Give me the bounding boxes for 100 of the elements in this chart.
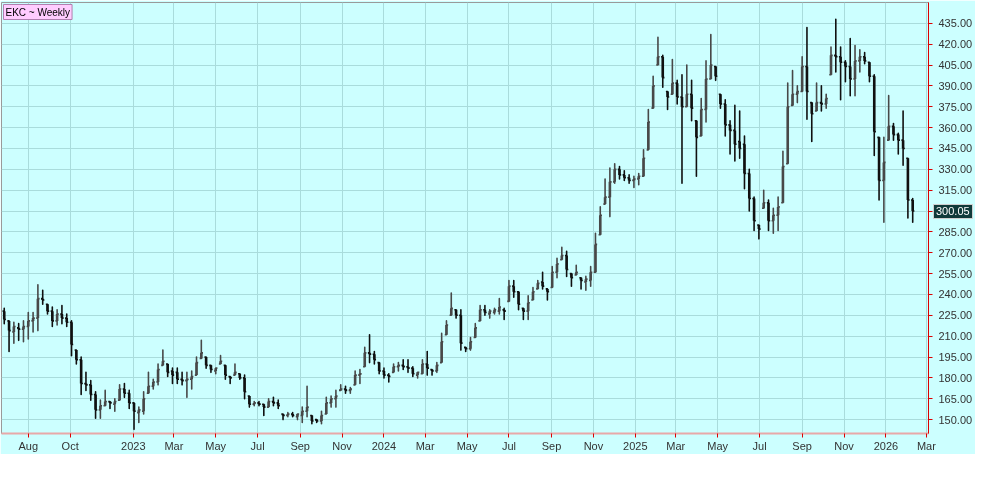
candlestick xyxy=(790,69,796,107)
x-tick-label: Jul xyxy=(752,439,767,452)
candlestick xyxy=(49,306,55,328)
candlestick xyxy=(97,399,103,420)
x-tick-label: 2025 xyxy=(623,439,648,452)
candlestick xyxy=(665,90,671,111)
y-tick-label: 285.00 xyxy=(938,225,973,238)
candlestick xyxy=(391,363,397,374)
y-tick-label: 150.00 xyxy=(938,413,973,426)
candlestick xyxy=(198,339,204,360)
candlestick xyxy=(645,108,651,151)
candlestick xyxy=(540,271,546,290)
candlestick xyxy=(246,395,252,408)
candlestick xyxy=(400,359,406,371)
candlestick xyxy=(886,94,892,141)
candlestick xyxy=(568,272,574,287)
candlestick xyxy=(472,322,478,339)
candlestick xyxy=(761,189,767,210)
candlestick xyxy=(362,346,368,368)
candlestick xyxy=(319,410,324,425)
candlestick xyxy=(785,82,791,165)
candlestick xyxy=(689,79,695,122)
candlestick xyxy=(294,413,300,421)
x-tick-label: May xyxy=(456,439,478,452)
candlestick xyxy=(621,169,627,182)
candlestick xyxy=(45,303,50,315)
candlestick xyxy=(871,74,877,157)
x-tick-label: Sep xyxy=(541,439,562,452)
candlestick xyxy=(492,307,498,315)
candlestick xyxy=(213,367,219,375)
y-tick-label: 195.00 xyxy=(938,351,973,364)
x-tick-label: Nov xyxy=(332,439,353,452)
candlestick xyxy=(69,320,75,357)
candlestick xyxy=(468,336,473,351)
x-tick-label: 2023 xyxy=(121,439,146,452)
y-tick-label: 180.00 xyxy=(938,371,973,384)
candlestick xyxy=(25,311,31,340)
candlestick xyxy=(179,371,185,386)
y-tick-label: 165.00 xyxy=(938,392,973,405)
candlestick xyxy=(713,65,719,82)
candlestick xyxy=(636,172,642,186)
x-tick-label: May xyxy=(205,439,227,452)
candlestick xyxy=(842,60,848,83)
x-tick-label: May xyxy=(707,439,729,452)
candlestick xyxy=(660,54,666,89)
candlestick xyxy=(496,297,502,315)
candlestick xyxy=(487,308,493,319)
candlestick xyxy=(395,361,401,372)
x-tick-label: Sep xyxy=(290,439,310,452)
y-tick-label: 420.00 xyxy=(938,38,973,51)
candlestick xyxy=(641,149,647,178)
candlestick xyxy=(809,101,815,143)
candlestick xyxy=(847,37,853,97)
candlestick xyxy=(511,279,517,299)
x-tick-label: Oct xyxy=(61,439,79,452)
candlestick xyxy=(891,122,896,141)
candlestick xyxy=(833,18,839,73)
x-tick-label: Jul xyxy=(501,439,516,452)
candlestick xyxy=(535,279,541,290)
candlestick xyxy=(564,250,570,278)
chart-title: EKC ~ Weekly xyxy=(5,6,71,18)
x-tick-label: Nov xyxy=(583,439,604,452)
y-tick-label: 210.00 xyxy=(938,330,973,343)
candlestick xyxy=(717,93,723,109)
candlestick xyxy=(174,367,180,385)
candlestick xyxy=(371,350,377,365)
candlestick xyxy=(814,82,820,112)
candlestick xyxy=(222,364,228,381)
candlestick xyxy=(741,135,747,190)
candlestick xyxy=(170,367,175,385)
x-tick-label: Mar xyxy=(916,439,937,452)
x-tick-label: Aug xyxy=(18,439,39,452)
x-tick-label: Nov xyxy=(834,439,855,452)
candlestick xyxy=(275,399,281,410)
candlestick xyxy=(165,363,171,378)
candlestick xyxy=(93,390,99,420)
candlestick xyxy=(588,265,594,287)
x-tick-label: Mar xyxy=(415,439,435,452)
candlestick xyxy=(237,372,243,381)
candlestick xyxy=(218,354,224,365)
candlestick xyxy=(1,307,7,325)
y-tick-label: 240.00 xyxy=(938,288,973,301)
candlestick xyxy=(121,382,127,399)
candlestick xyxy=(443,320,449,336)
y-tick-label: 330.00 xyxy=(938,163,973,176)
x-tick-label: Mar xyxy=(666,439,686,452)
y-tick-label: 435.00 xyxy=(938,17,973,30)
x-tick-label: Mar xyxy=(164,439,184,452)
candlestick xyxy=(194,356,199,376)
candlestick xyxy=(20,320,26,343)
y-tick-label: 255.00 xyxy=(938,267,973,280)
y-tick-label: 345.00 xyxy=(938,142,973,155)
candlestick xyxy=(516,290,522,311)
candlestick xyxy=(766,199,771,232)
candlestick xyxy=(242,374,248,400)
candlestick xyxy=(117,384,123,401)
candlestick xyxy=(669,58,675,96)
candlestick xyxy=(424,350,430,376)
candlestick xyxy=(862,51,868,65)
candlestick xyxy=(684,64,690,108)
